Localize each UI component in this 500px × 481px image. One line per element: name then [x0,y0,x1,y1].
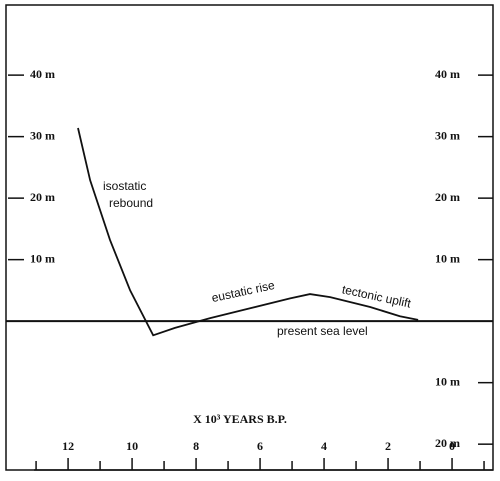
annotation: present sea level [277,324,368,338]
y2-tick-label: 10 m [435,251,460,265]
x-tick-label: 10 [126,439,138,453]
y2-tick-label: 20 m [435,436,460,450]
y-tick-label: 30 m [30,128,55,142]
x-tick-label: 6 [257,439,263,453]
x-tick-label: 0 [449,439,455,453]
sea-level-curve [77,127,419,337]
y2-tick-label: 30 m [435,128,460,142]
annotation: tectonic uplift [341,282,413,310]
y2-tick-label: 40 m [435,67,460,81]
x-tick-label: 12 [62,439,74,453]
y-tick-label: 40 m [30,67,55,81]
x-tick-label: 2 [385,439,391,453]
annotation: rebound [109,196,153,210]
y2-tick-label: 20 m [435,190,460,204]
plot-frame [5,4,494,471]
annotation: eustatic rise [210,278,276,305]
y-tick-label: 20 m [30,190,55,204]
y2-tick-label: 10 m [435,374,460,388]
x-tick-label: 4 [321,439,327,453]
y-tick-label: 10 m [30,251,55,265]
x-axis-label: X 10³ YEARS B.P. [193,412,287,426]
x-tick-label: 8 [193,439,199,453]
annotation: isostatic [103,179,146,193]
